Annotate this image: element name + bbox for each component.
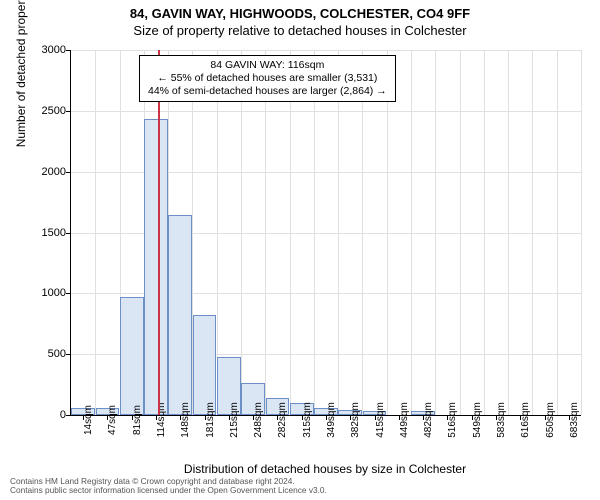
histogram-bar xyxy=(144,119,168,415)
xtick-label: 482sqm xyxy=(423,402,434,438)
ytick-mark xyxy=(66,415,71,416)
gridline-v xyxy=(581,50,582,415)
caption: Contains HM Land Registry data © Crown c… xyxy=(10,477,327,496)
gridline-v xyxy=(411,50,412,415)
xtick-label: 583sqm xyxy=(496,402,507,438)
gridline-v xyxy=(95,50,96,415)
ytick-label: 2500 xyxy=(42,105,66,117)
ytick-mark xyxy=(66,111,71,112)
caption-line-2: Contains public sector information licen… xyxy=(10,486,327,496)
xtick-label: 549sqm xyxy=(472,402,483,438)
xtick-label: 650sqm xyxy=(545,402,556,438)
xtick-label: 516sqm xyxy=(447,402,458,438)
xtick-label: 14sqm xyxy=(83,405,94,435)
gridline-v xyxy=(532,50,533,415)
xtick-label: 449sqm xyxy=(399,402,410,438)
gridline-v xyxy=(557,50,558,415)
xtick-label: 248sqm xyxy=(253,402,264,438)
gridline-v xyxy=(460,50,461,415)
gridline-v xyxy=(484,50,485,415)
gridline-v xyxy=(265,50,266,415)
xtick-label: 81sqm xyxy=(132,405,143,435)
gridline-v xyxy=(435,50,436,415)
ytick-label: 2000 xyxy=(42,166,66,178)
gridline-v xyxy=(314,50,315,415)
ytick-label: 3000 xyxy=(42,44,66,56)
ytick-label: 1000 xyxy=(42,287,66,299)
xtick-label: 148sqm xyxy=(180,402,191,438)
chart-title: 84, GAVIN WAY, HIGHWOODS, COLCHESTER, CO… xyxy=(0,0,600,21)
xtick-label: 315sqm xyxy=(302,402,313,438)
histogram-bar xyxy=(168,215,192,415)
ytick-label: 0 xyxy=(60,409,66,421)
chart-container: 84, GAVIN WAY, HIGHWOODS, COLCHESTER, CO… xyxy=(0,0,600,500)
histogram-bar xyxy=(193,315,217,415)
xtick-label: 282sqm xyxy=(277,402,288,438)
gridline-h xyxy=(71,50,581,51)
ytick-label: 1500 xyxy=(42,227,66,239)
xtick-label: 47sqm xyxy=(107,405,118,435)
xtick-label: 683sqm xyxy=(569,402,580,438)
gridline-h xyxy=(71,111,581,112)
ytick-mark xyxy=(66,354,71,355)
ytick-mark xyxy=(66,50,71,51)
xtick-label: 349sqm xyxy=(326,402,337,438)
ytick-label: 500 xyxy=(48,348,66,360)
ytick-mark xyxy=(66,293,71,294)
reference-line xyxy=(158,50,160,415)
ytick-mark xyxy=(66,233,71,234)
xtick-label: 215sqm xyxy=(229,402,240,438)
x-axis-label: Distribution of detached houses by size … xyxy=(70,462,580,476)
plot-area: 14sqm47sqm81sqm114sqm148sqm181sqm215sqm2… xyxy=(70,50,581,416)
annot-line-3: 44% of semi-detached houses are larger (… xyxy=(148,85,387,98)
chart-subtitle: Size of property relative to detached ho… xyxy=(0,21,600,38)
annotation-box: 84 GAVIN WAY: 116sqm← 55% of detached ho… xyxy=(139,55,396,102)
annot-line-2: ← 55% of detached houses are smaller (3,… xyxy=(148,72,387,85)
gridline-v xyxy=(290,50,291,415)
gridline-v xyxy=(241,50,242,415)
ytick-mark xyxy=(66,172,71,173)
annot-line-1: 84 GAVIN WAY: 116sqm xyxy=(148,59,387,72)
gridline-v xyxy=(338,50,339,415)
xtick-label: 382sqm xyxy=(350,402,361,438)
gridline-v xyxy=(362,50,363,415)
y-axis-label: Number of detached properties xyxy=(14,0,28,147)
gridline-v xyxy=(387,50,388,415)
xtick-label: 415sqm xyxy=(375,402,386,438)
xtick-label: 616sqm xyxy=(520,402,531,438)
histogram-bar xyxy=(120,297,144,415)
xtick-label: 181sqm xyxy=(205,402,216,438)
gridline-v xyxy=(508,50,509,415)
